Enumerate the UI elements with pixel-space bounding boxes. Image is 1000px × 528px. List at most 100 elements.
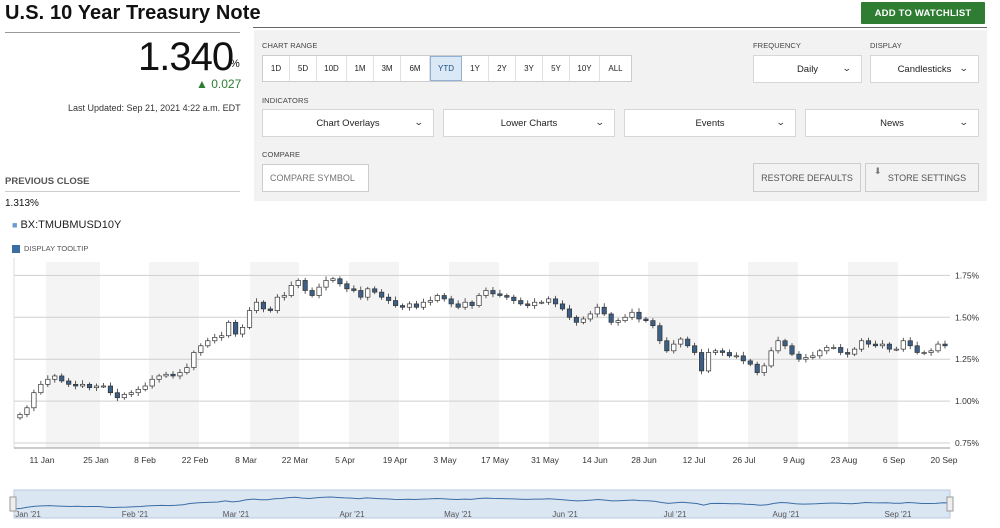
candle — [386, 296, 392, 301]
compare-symbol-input[interactable] — [262, 164, 369, 192]
page-title: U.S. 10 Year Treasury Note — [5, 2, 261, 24]
navigator-right-handle[interactable] — [946, 496, 954, 512]
candle — [671, 343, 677, 352]
candle — [24, 407, 30, 415]
y-tick-label: 1.25% — [955, 354, 980, 364]
range-button-3y[interactable]: 3Y — [516, 56, 543, 81]
x-tick-label: 5 Apr — [335, 455, 355, 465]
candle — [608, 313, 614, 323]
y-tick-label: 1.75% — [955, 270, 980, 280]
series-dot-icon: ■ — [12, 220, 18, 230]
week-band — [549, 262, 599, 448]
candle — [128, 392, 134, 395]
display-dropdown[interactable]: Candlesticks ⌄ — [870, 55, 979, 83]
candle — [80, 383, 86, 387]
candle — [393, 300, 399, 306]
range-navigator[interactable]: Jan '21 Feb '21 Mar '21 Apr '21 May '21 Jun '… — [0, 488, 1000, 522]
week-band — [46, 262, 100, 448]
save-icon: ⬇ — [874, 166, 882, 176]
navigator-label: Jun '21 — [552, 510, 578, 519]
range-button-1d[interactable]: 1D — [263, 56, 290, 81]
indicators-label: INDICATORS — [262, 96, 309, 105]
display-label: DISPLAY — [870, 41, 902, 50]
candle — [149, 378, 155, 387]
candle — [344, 283, 350, 290]
add-to-watchlist-button[interactable]: ADD TO WATCHLIST — [861, 2, 985, 24]
navigator-label: Jan '21 — [15, 510, 41, 519]
week-band — [449, 262, 499, 448]
last-updated: Last Updated: Sep 21, 2021 4:22 a.m. EDT — [68, 103, 241, 113]
restore-defaults-button[interactable]: RESTORE DEFAULTS — [753, 163, 861, 192]
frequency-dropdown[interactable]: Daily ⌄ — [753, 55, 862, 83]
candle — [73, 383, 79, 387]
candle — [497, 293, 503, 296]
candle — [379, 291, 385, 298]
range-button-2y[interactable]: 2Y — [489, 56, 516, 81]
candle — [504, 295, 510, 298]
x-tick-label: 26 Jul — [733, 455, 756, 465]
candle — [886, 343, 892, 350]
navigator-left-handle[interactable] — [9, 496, 17, 512]
candle — [699, 352, 705, 372]
chevron-down-icon: ⌄ — [776, 117, 787, 127]
candle — [323, 280, 329, 288]
candle — [803, 357, 809, 360]
price-chart[interactable]: 0.75% 1.00% 1.25% 1.50% 1.75% 11 Jan 25 Jan 8 F… — [0, 258, 1000, 470]
candle — [636, 311, 642, 320]
range-button-6m[interactable]: 6M — [401, 56, 430, 81]
range-button-1m[interactable]: 1M — [347, 56, 374, 81]
chart-overlays-dropdown[interactable]: Chart Overlays ⌄ — [262, 109, 434, 137]
candle — [712, 350, 719, 353]
range-button-5d[interactable]: 5D — [290, 56, 317, 81]
candle — [650, 320, 656, 327]
candle — [483, 290, 489, 296]
candle — [59, 375, 65, 382]
range-button-all[interactable]: ALL — [608, 64, 623, 73]
candle — [142, 385, 148, 390]
candle — [413, 303, 419, 308]
candle — [219, 335, 225, 338]
candle — [573, 316, 579, 323]
candle — [240, 327, 246, 335]
range-button-3m[interactable]: 3M — [374, 56, 401, 81]
candle — [782, 340, 788, 347]
candle — [288, 285, 294, 296]
candle — [622, 316, 628, 321]
candle — [921, 352, 927, 354]
candle — [768, 350, 774, 367]
candle — [274, 296, 280, 311]
navigator-label: Jul '21 — [664, 510, 687, 519]
navigator-label: Apr '21 — [339, 510, 365, 519]
display-tooltip-toggle[interactable]: DISPLAY TOOLTIP — [12, 244, 88, 253]
week-band — [648, 262, 698, 448]
checkbox-icon[interactable] — [12, 244, 20, 253]
news-dropdown[interactable]: News ⌄ — [805, 109, 979, 137]
lower-charts-dropdown[interactable]: Lower Charts ⌄ — [443, 109, 615, 137]
x-tick-label: 12 Jul — [683, 455, 706, 465]
candle — [893, 348, 899, 351]
candle — [601, 306, 607, 315]
candle — [928, 350, 934, 353]
candle — [156, 375, 162, 380]
range-button-5y[interactable]: 5Y — [543, 56, 570, 81]
display-value: Candlesticks — [897, 63, 952, 75]
range-button-10y[interactable]: 10Y — [570, 56, 600, 81]
x-tick-label: 31 May — [531, 455, 560, 465]
candle — [740, 355, 746, 362]
events-dropdown[interactable]: Events ⌄ — [624, 109, 796, 137]
candle — [163, 373, 169, 377]
range-button-10d[interactable]: 10D — [317, 56, 347, 81]
candle — [107, 385, 113, 394]
range-button-ytd[interactable]: YTD — [430, 56, 462, 81]
quote-divider — [5, 32, 240, 33]
week-band — [149, 262, 199, 448]
store-settings-button[interactable]: ⬇ STORE SETTINGS — [865, 163, 979, 192]
x-tick-label: 3 May — [433, 455, 457, 465]
candle — [879, 343, 885, 347]
candle — [372, 288, 378, 293]
x-tick-label: 28 Jun — [631, 455, 657, 465]
candle — [824, 347, 830, 352]
candle — [754, 363, 760, 373]
range-button-1y[interactable]: 1Y — [462, 56, 489, 81]
candle — [914, 345, 920, 353]
